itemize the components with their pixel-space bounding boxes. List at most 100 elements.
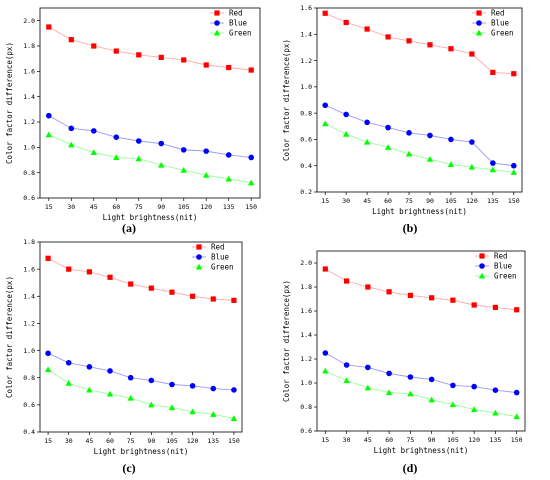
x-tick-label: 105 (447, 436, 459, 444)
data-point (511, 71, 517, 77)
data-point (127, 394, 134, 401)
data-point (511, 162, 517, 169)
data-point (406, 130, 412, 136)
legend-label: Green (491, 29, 514, 38)
legend-entry-red: Red (210, 9, 243, 18)
y-tick-label: 1.2 (23, 118, 35, 126)
y-tick-label: 0.6 (23, 401, 35, 409)
legend-entry-green: Green (210, 29, 252, 38)
x-tick-label: 135 (490, 436, 502, 444)
legend-entry-green: Green (472, 29, 514, 38)
y-tick-label: 0.2 (300, 188, 312, 196)
series-line (47, 257, 234, 301)
data-point (65, 359, 72, 366)
data-point (363, 138, 371, 145)
series-green (322, 367, 520, 420)
data-point (148, 377, 155, 384)
chart-panel-4: 15 30 45 60 75 90 105 120 135 150 0.6 0.8 1.0 1.2 1.4 1… (282, 250, 526, 475)
x-axis-title: Light brightness(nit) (372, 207, 467, 216)
y-tick-label: 1.6 (300, 4, 312, 12)
data-point (405, 150, 413, 157)
data-point (447, 161, 455, 167)
legend-marker (478, 272, 486, 279)
legend-entry-red: Red (475, 252, 508, 261)
data-point (45, 350, 51, 357)
data-point (230, 415, 238, 421)
data-point (46, 112, 52, 119)
data-point (86, 269, 92, 275)
data-point (180, 147, 187, 153)
y-tick-label: 1.4 (23, 292, 35, 300)
x-tick-label: 150 (245, 203, 257, 211)
x-tick-label: 60 (385, 436, 393, 444)
data-point (127, 374, 134, 381)
data-point (448, 136, 454, 143)
legend-marker (476, 20, 482, 26)
data-point (513, 413, 520, 420)
x-tick-label: 75 (135, 203, 143, 211)
data-point (158, 54, 164, 60)
y-tick-label: 1.0 (300, 379, 312, 387)
x-tick-label: 15 (44, 437, 52, 445)
data-point (469, 139, 475, 145)
data-point (490, 69, 496, 75)
data-point (44, 366, 52, 373)
y-tick-label: 0.6 (300, 136, 312, 144)
series-green (44, 366, 238, 421)
x-tick-label: 15 (321, 436, 329, 444)
data-point (231, 297, 237, 303)
data-point (203, 62, 209, 68)
data-point (343, 362, 350, 368)
legend-label: Green (229, 29, 252, 38)
y-axis-title: Color factor difference(px) (5, 276, 14, 398)
panel-label: (c) (122, 461, 135, 475)
x-tick-label: 105 (445, 197, 457, 205)
data-point (427, 132, 433, 139)
data-point (113, 134, 120, 140)
x-tick-label: 120 (466, 197, 478, 205)
legend-entry-red: Red (472, 9, 505, 18)
data-point (106, 390, 114, 397)
data-point (427, 42, 433, 48)
data-point (364, 119, 370, 126)
data-point (492, 409, 499, 416)
data-point (490, 160, 496, 166)
data-point (190, 293, 196, 299)
y-axis-title: Color factor difference(px) (282, 280, 291, 402)
y-tick-label: 1.4 (300, 331, 312, 339)
data-point (210, 296, 216, 302)
legend-label: Blue (211, 253, 230, 262)
data-point (385, 124, 391, 131)
x-tick-label: 90 (428, 436, 436, 444)
x-tick-label: 120 (200, 203, 212, 211)
y-tick-label: 1.8 (23, 42, 35, 50)
plot-frame (39, 7, 261, 199)
legend-label: Red (491, 9, 505, 18)
data-point (322, 102, 329, 109)
x-axis-title: Light brightness(nit) (374, 446, 469, 455)
series-blue (45, 350, 237, 393)
series-blue (322, 102, 517, 169)
data-point (364, 26, 370, 32)
data-point (107, 368, 113, 374)
data-point (90, 128, 97, 134)
x-tick-label: 45 (85, 437, 93, 445)
data-point (448, 46, 454, 52)
legend-entry-green: Green (475, 272, 517, 281)
data-point (386, 289, 392, 295)
x-tick-label: 120 (468, 436, 480, 444)
series-blue (322, 350, 520, 396)
data-point (210, 411, 217, 417)
x-tick-label: 150 (511, 436, 523, 444)
data-point (203, 172, 210, 178)
data-point (514, 307, 520, 313)
legend-marker (479, 253, 485, 259)
data-point (86, 364, 93, 370)
y-tick-label: 2.0 (300, 259, 312, 267)
data-point (169, 381, 175, 388)
x-tick-label: 135 (207, 437, 219, 445)
legend-marker (213, 29, 221, 36)
data-point (45, 131, 52, 138)
x-tick-label: 45 (363, 197, 371, 205)
legend-label: Red (211, 243, 225, 252)
